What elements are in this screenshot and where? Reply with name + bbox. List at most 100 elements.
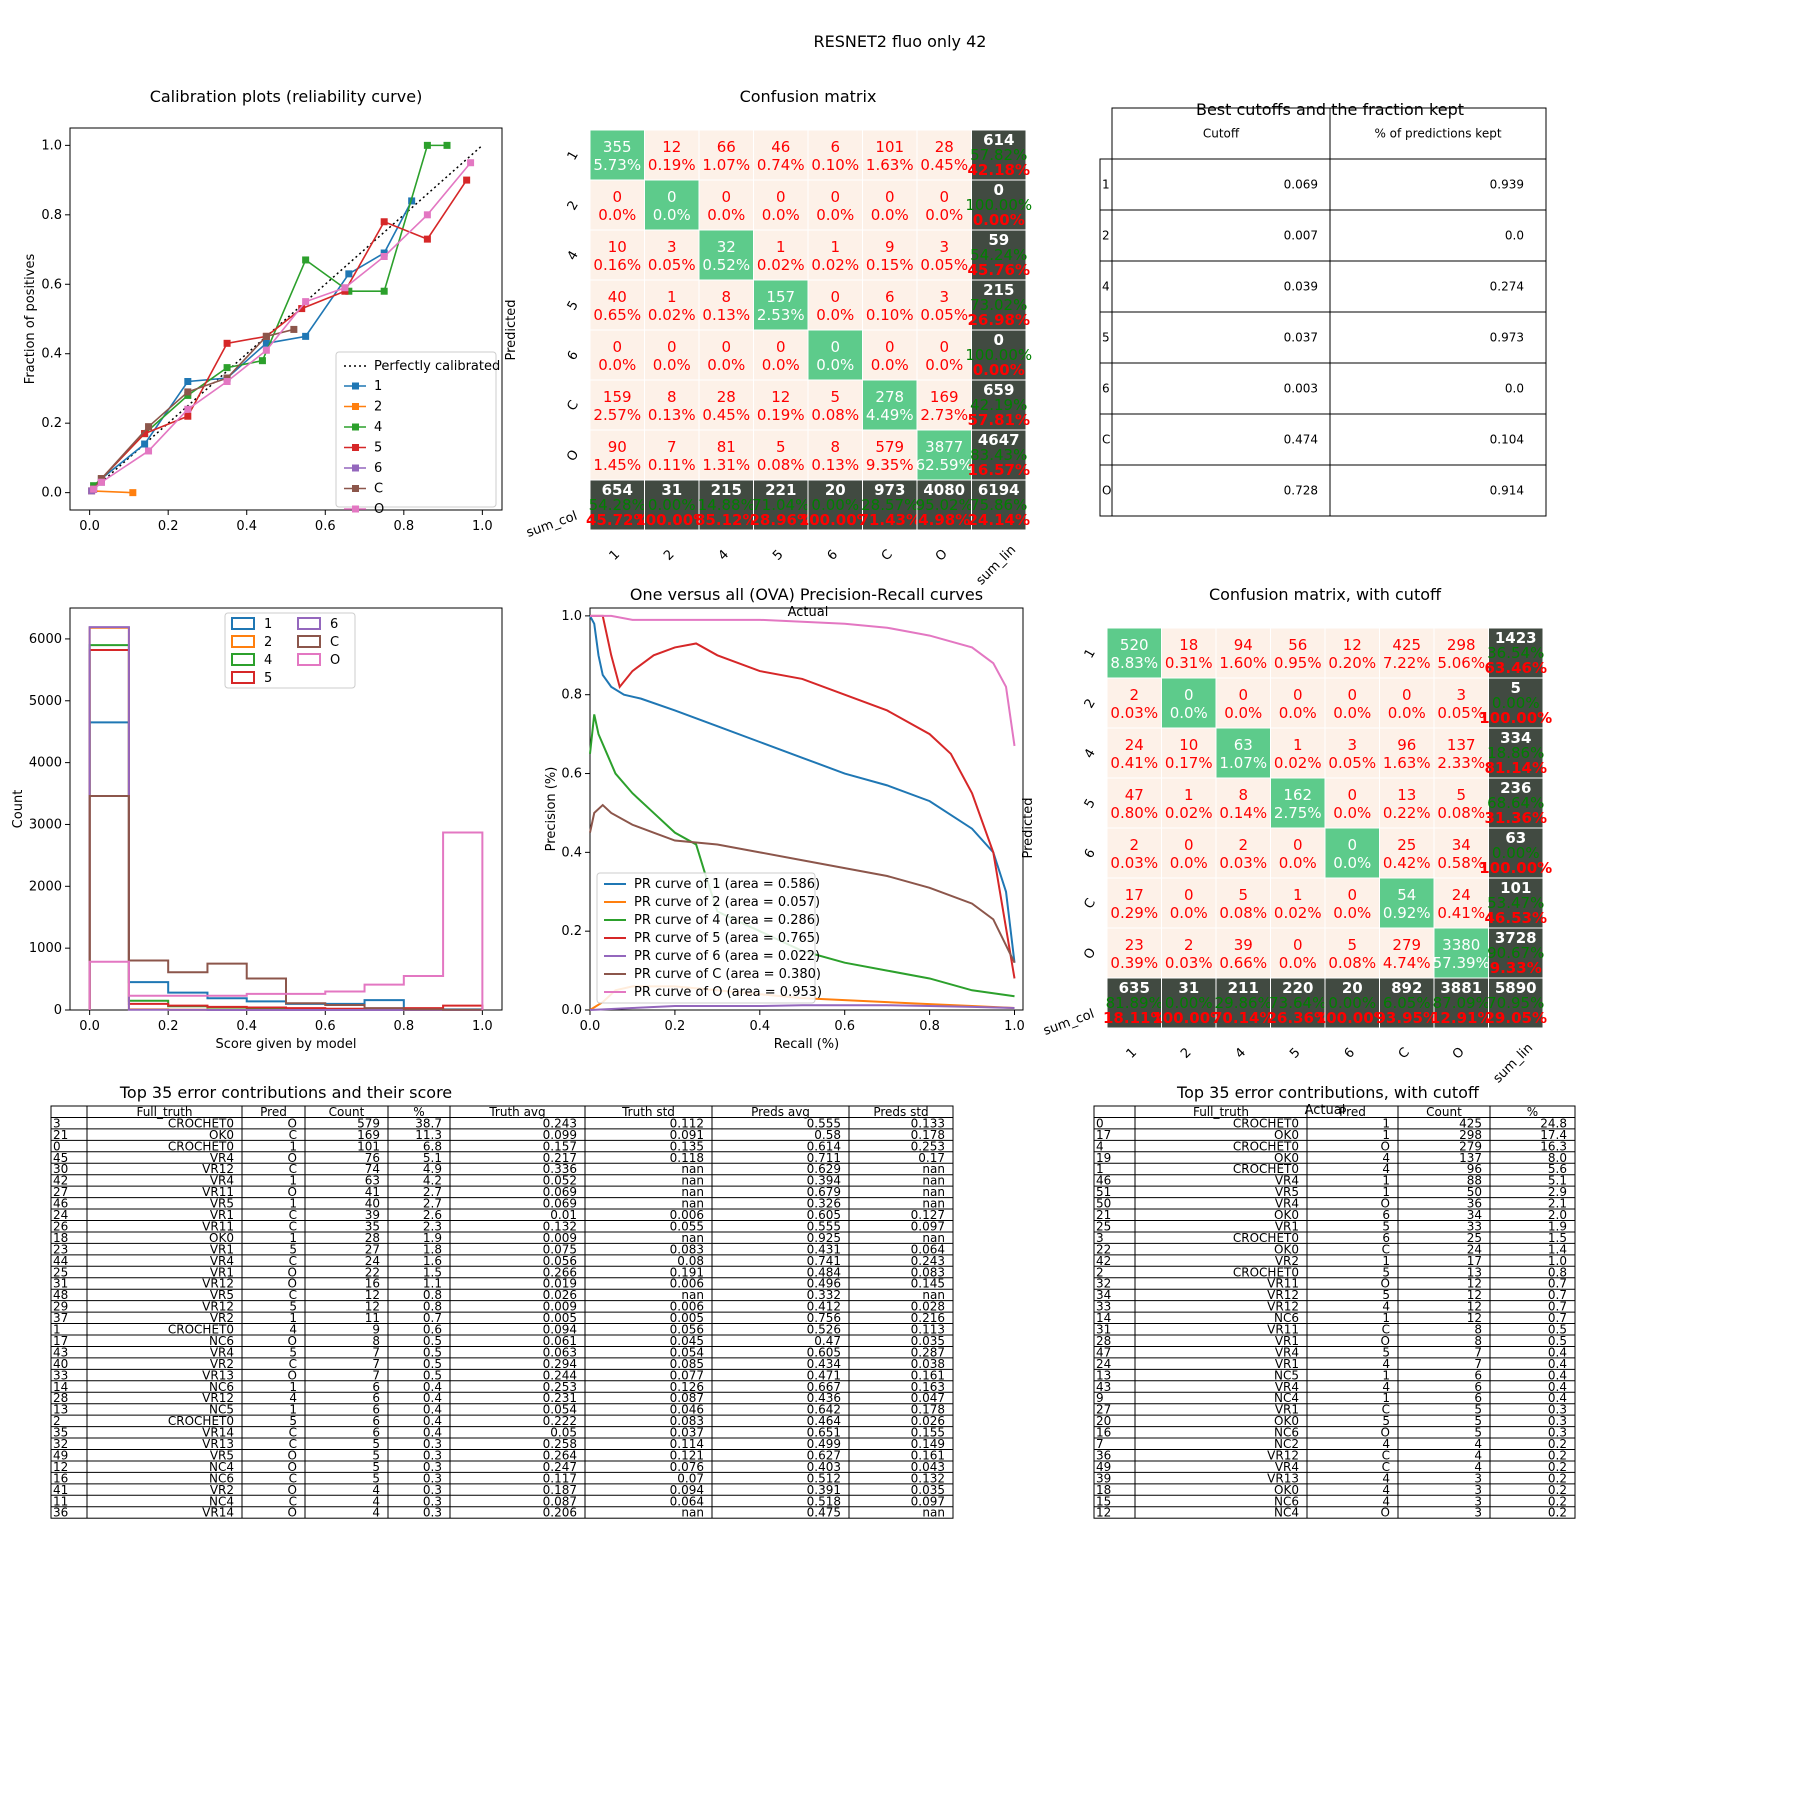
error-table-cell: 1 <box>289 1174 297 1188</box>
cm1-cell <box>698 129 754 181</box>
error-table-cell: 0.112 <box>670 1116 704 1130</box>
error-table-cutoff-cell: 1 <box>1382 1185 1390 1199</box>
cm2-cell-count: 1 <box>1293 736 1303 754</box>
error-table-cutoff-cell: 5 <box>1474 1403 1482 1417</box>
cm1-cell-pct: 0.0% <box>653 356 691 374</box>
cm2-cell-count: 520 <box>1120 636 1149 654</box>
error-table-cutoff-header: Count <box>1426 1105 1462 1119</box>
cm1-sum-error: 4.98% <box>918 511 970 529</box>
cm2-cell-count: 39 <box>1234 936 1253 954</box>
cm2-cell <box>1106 627 1162 679</box>
calibration-point-O <box>145 447 153 455</box>
pr-curve-5 <box>589 803 1016 964</box>
error-table-index: 27 <box>53 1185 68 1199</box>
cm2-cell-pct: 0.31% <box>1165 654 1213 672</box>
pr-xtick-label: 0.0 <box>580 1019 601 1034</box>
cutoff-header: % of predictions kept <box>1374 127 1501 141</box>
cm2-row-label: 6 <box>1082 846 1099 861</box>
error-table-cutoff-cell: 0.3 <box>1548 1403 1567 1417</box>
calibration-legend-marker <box>352 423 359 431</box>
error-table-cell: 0.222 <box>543 1414 577 1428</box>
cm2-sum-count: 63 <box>1505 829 1526 847</box>
error-table-cell: 0.005 <box>543 1311 577 1325</box>
error-table-cell: 0.5 <box>423 1357 442 1371</box>
cm2-sum-error: 29.05% <box>1485 1009 1547 1027</box>
cm2-cell-pct: 0.03% <box>1110 704 1158 722</box>
error-table-cell: 0.132 <box>543 1219 577 1233</box>
cm1-cell <box>916 229 972 281</box>
error-table-cutoff-index: 12 <box>1096 1506 1111 1520</box>
cm2-cell <box>1488 827 1544 879</box>
pr-ytick-label: 0.2 <box>561 924 582 939</box>
error-table-cell: 0.605 <box>807 1345 841 1359</box>
cm1-cell-pct: 0.19% <box>757 406 805 424</box>
error-table-cell: 0.3 <box>423 1494 442 1508</box>
error-table-cell: 76 <box>365 1151 380 1165</box>
error-table-cutoff-cell: C <box>1382 1460 1390 1474</box>
kept-value: 0.274 <box>1490 280 1524 294</box>
cm2-cell-pct: 0.03% <box>1110 854 1158 872</box>
cm2-cell <box>1324 827 1380 879</box>
cm2-cell-count: 279 <box>1392 936 1421 954</box>
error-table-cutoff-cell: NC6 <box>1274 1426 1299 1440</box>
calibration-point-O <box>423 211 431 219</box>
error-table-cell: 0.05 <box>550 1426 577 1440</box>
error-table-cutoff-cell: 5 <box>1382 1288 1390 1302</box>
error-table-cell: 0.336 <box>543 1162 577 1176</box>
error-table-cell: 0.247 <box>543 1460 577 1474</box>
cm1-cell-count: 0 <box>776 338 786 356</box>
cm1-cell-count: 0 <box>885 338 895 356</box>
histogram-legend-swatch <box>231 653 255 666</box>
error-table-cell: 0.243 <box>911 1254 945 1268</box>
calibration-legend-label: 6 <box>374 461 382 476</box>
error-table-cell: NC6 <box>209 1471 234 1485</box>
error-table-cutoff-index: 7 <box>1096 1437 1104 1451</box>
cm2-sum-correct: 0.00% <box>1328 994 1376 1012</box>
cm2-cell <box>1433 877 1489 929</box>
histogram-legend-label: 6 <box>330 617 338 632</box>
error-table-cutoff-cell: 24 <box>1467 1242 1482 1256</box>
error-table-index: 35 <box>53 1426 68 1440</box>
error-table-cutoff-cell: 3 <box>1474 1471 1482 1485</box>
error-table-cutoff-cell: 7 <box>1474 1357 1482 1371</box>
cm1-cell-pct: 0.0% <box>762 206 800 224</box>
error-table-cell: 9 <box>372 1323 380 1337</box>
error-table-cell: VR13 <box>202 1368 234 1382</box>
cm2-col-label: 5 <box>1287 1045 1303 1061</box>
cm2-cell <box>1106 877 1162 929</box>
error-table-cutoff-cell: 36 <box>1467 1197 1482 1211</box>
error-table-cell: 0.403 <box>807 1460 841 1474</box>
error-table-cell: 0.925 <box>807 1231 841 1245</box>
cm1-cell-count: 101 <box>875 138 904 156</box>
cm1-col-label: 2 <box>661 547 677 563</box>
cm2-cell-pct: 0.0% <box>1170 704 1208 722</box>
cm2-cell-pct: 0.05% <box>1328 754 1376 772</box>
error-table-cutoff-cell: OK0 <box>1274 1483 1299 1497</box>
error-table-cell: 0.135 <box>670 1139 704 1153</box>
error-table-cutoff-index: 27 <box>1096 1403 1111 1417</box>
error-table-cell: 0.064 <box>911 1242 945 1256</box>
cm1-cell <box>589 429 645 481</box>
error-table-cell: 0.178 <box>911 1128 945 1142</box>
error-table-index: 23 <box>53 1242 68 1256</box>
error-table-cell: VR5 <box>210 1288 234 1302</box>
cm2-col-label: 4 <box>1233 1045 1249 1061</box>
error-table-index: 25 <box>53 1265 68 1279</box>
error-table-cutoff-cell: VR4 <box>1275 1345 1299 1359</box>
error-table-cutoff-cell: 1.0 <box>1548 1254 1567 1268</box>
error-table-cutoff-cell: 4 <box>1474 1460 1482 1474</box>
error-table-cutoff-cell: C <box>1382 1403 1390 1417</box>
cm2-col-label: 2 <box>1178 1045 1194 1061</box>
error-table-cell: 0.052 <box>543 1174 577 1188</box>
error-table-cell: 0.161 <box>911 1448 945 1462</box>
error-table-cutoff-index: 24 <box>1096 1357 1111 1371</box>
cm2-cell-pct: 0.02% <box>1274 904 1322 922</box>
cm2-sum-correct: 73.64% <box>1269 994 1326 1012</box>
cm1-cell-count: 8 <box>667 388 677 406</box>
error-table-cutoff-cell: 1.4 <box>1548 1242 1567 1256</box>
error-table-cell: 16 <box>365 1277 380 1291</box>
histogram-legend-label: 4 <box>264 653 272 668</box>
cm1-cell-pct: 0.02% <box>648 306 696 324</box>
calibration-legend-label: 5 <box>374 441 382 456</box>
cm2-cell-count: 10 <box>1179 736 1198 754</box>
